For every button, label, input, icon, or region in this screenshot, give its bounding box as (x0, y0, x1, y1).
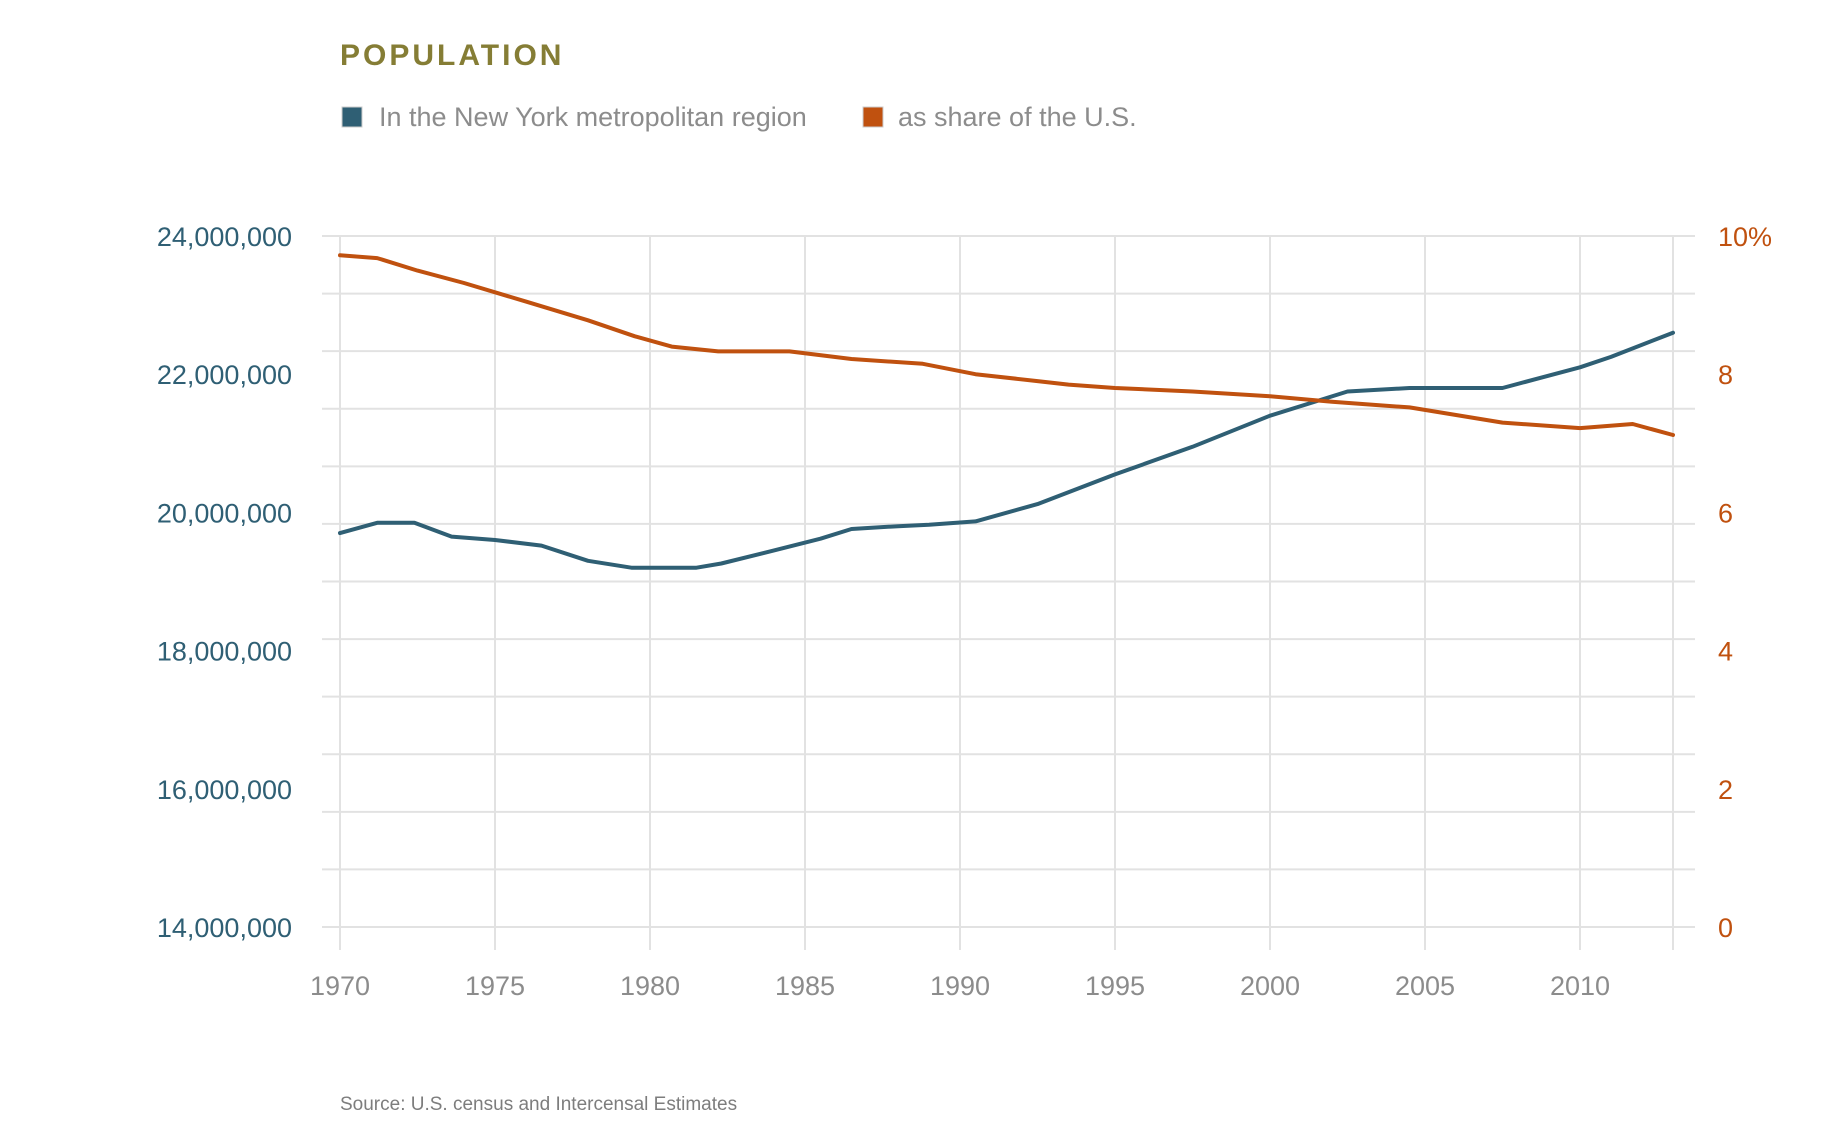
grid (322, 235, 1695, 950)
right-axis-tick-label: 0 (1718, 913, 1733, 943)
left-axis-tick-label: 24,000,000 (157, 222, 292, 252)
left-axis-ticks: 24,000,000 22,000,000 20,000,000 18,000,000… (157, 222, 292, 943)
left-axis-tick-label: 22,000,000 (157, 360, 292, 390)
right-axis-tick-label: 10% (1718, 222, 1772, 252)
right-axis-tick-label: 2 (1718, 775, 1733, 805)
series-line-share (338, 253, 1675, 437)
left-axis-tick-label: 16,000,000 (157, 775, 292, 805)
left-axis-tick-label: 20,000,000 (157, 498, 292, 528)
x-axis-tick-label: 2000 (1240, 971, 1300, 1001)
x-axis-tick-label: 2010 (1550, 971, 1610, 1001)
right-axis-tick-label: 6 (1718, 498, 1733, 528)
x-axis-tick-label: 1975 (465, 971, 525, 1001)
x-axis-tick-label: 1985 (775, 971, 835, 1001)
right-axis-ticks: 10% 8 6 4 2 0 (1718, 222, 1772, 943)
series (338, 253, 1675, 570)
legend-label-share: as share of the U.S. (898, 102, 1137, 132)
x-axis-tick-label: 1990 (930, 971, 990, 1001)
x-axis-tick-label: 1980 (620, 971, 680, 1001)
legend-swatch-share (862, 106, 884, 128)
x-axis-ticks: 1970 1975 1980 1985 1990 1995 2000 2005 2010 (310, 971, 1610, 1001)
source-note: Source: U.S. census and Intercensal Esti… (340, 1094, 737, 1115)
legend: In the New York metropolitan region as s… (341, 102, 1137, 132)
right-axis-tick-label: 8 (1718, 360, 1733, 390)
series-line-population (338, 330, 1675, 570)
legend-label-population: In the New York metropolitan region (379, 102, 807, 132)
x-axis-tick-label: 1995 (1085, 971, 1145, 1001)
left-axis-tick-label: 14,000,000 (157, 913, 292, 943)
legend-swatch-population (341, 106, 363, 128)
x-axis-tick-label: 2005 (1395, 971, 1455, 1001)
chart-title: POPULATION (340, 39, 564, 72)
left-axis-tick-label: 18,000,000 (157, 637, 292, 667)
x-axis-tick-label: 1970 (310, 971, 370, 1001)
right-axis-tick-label: 4 (1718, 637, 1733, 667)
